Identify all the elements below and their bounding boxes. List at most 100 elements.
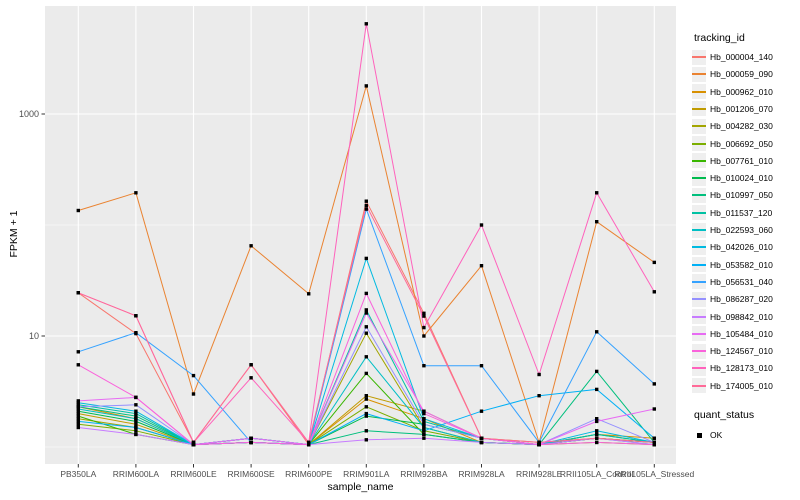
- data-point: [76, 401, 80, 405]
- data-point: [422, 425, 426, 430]
- legend-item-label: Hb_042026_010: [710, 242, 773, 253]
- legend-item: Hb_022593_060: [692, 222, 773, 238]
- data-point: [364, 311, 368, 315]
- data-point: [595, 440, 599, 445]
- legend-item: Hb_001206_070: [692, 101, 773, 117]
- data-point: [595, 387, 599, 392]
- x-tick-label: RRIM928LA: [458, 469, 505, 479]
- y-tick-label: 1000: [19, 109, 39, 119]
- legend-key-point-icon: [692, 428, 706, 443]
- legend-item-label: Hb_086287_020: [710, 294, 773, 305]
- legend-item-quant-status-ok: OK: [692, 427, 722, 443]
- legend-key-line-icon: [692, 187, 706, 203]
- data-point: [595, 191, 599, 195]
- data-point: [537, 440, 541, 445]
- legend-item: Hb_053582_010: [692, 257, 773, 273]
- legend-key-line-icon: [692, 66, 706, 82]
- data-point: [595, 369, 599, 374]
- legend-title-quant-status: quant_status: [694, 409, 755, 421]
- data-point: [652, 290, 656, 294]
- legend-title-tracking-id: tracking_id: [694, 32, 745, 44]
- data-point: [537, 394, 541, 398]
- data-point: [422, 314, 426, 318]
- data-point: [364, 397, 368, 401]
- data-point: [249, 244, 253, 248]
- data-point: [595, 417, 599, 421]
- data-point: [191, 440, 196, 445]
- data-point: [364, 331, 368, 335]
- data-point: [307, 442, 311, 447]
- legend-item-label: Hb_000059_090: [710, 69, 773, 80]
- data-point: [652, 440, 656, 445]
- data-point: [479, 409, 484, 413]
- data-point: [76, 405, 80, 409]
- data-point: [364, 405, 368, 409]
- data-point: [76, 409, 80, 413]
- legend-item: Hb_000004_140: [692, 49, 773, 65]
- legend-item: Hb_128173_010: [692, 360, 773, 376]
- data-point: [422, 325, 426, 330]
- legend-item-label: Hb_011537_120: [710, 207, 773, 218]
- data-point: [422, 411, 426, 416]
- data-point: [422, 419, 426, 424]
- data-point: [364, 256, 368, 261]
- data-point: [479, 264, 484, 268]
- data-point: [364, 84, 368, 88]
- legend-item-label: Hb_001206_070: [710, 103, 773, 114]
- legend-item: Hb_010024_010: [692, 170, 773, 186]
- data-point: [191, 373, 196, 378]
- x-tick-label: RRIM901LA: [343, 469, 390, 479]
- legend-item: Hb_098842_010: [692, 309, 773, 325]
- data-point: [76, 403, 80, 407]
- data-point: [422, 422, 426, 426]
- data-point: [364, 429, 368, 433]
- data-point: [652, 436, 656, 440]
- legend-key-line-icon: [692, 257, 706, 273]
- x-tick-label: RRIM600LA: [113, 469, 160, 479]
- legend-key-line-icon: [692, 136, 706, 151]
- legend-item: Hb_056531_040: [692, 274, 773, 290]
- data-point: [134, 432, 138, 437]
- legend-item-label: Hb_010024_010: [710, 173, 773, 184]
- legend-key-line-icon: [692, 222, 706, 238]
- legend-item: Hb_124567_010: [692, 343, 773, 359]
- data-point: [364, 22, 368, 26]
- legend-status-label: OK: [710, 430, 723, 440]
- data-point: [422, 334, 426, 338]
- x-tick-label: RRII105LA_Stressed: [614, 469, 694, 479]
- data-point: [76, 411, 80, 416]
- data-point: [422, 432, 426, 437]
- data-point: [134, 331, 138, 335]
- legend-key-line-icon: [692, 360, 706, 376]
- data-point: [422, 311, 426, 315]
- legend-item: Hb_042026_010: [692, 239, 773, 255]
- data-point: [537, 372, 541, 377]
- legend-item: Hb_105484_010: [692, 326, 773, 342]
- data-point: [76, 414, 80, 418]
- legend-item-label: Hb_128173_010: [710, 363, 773, 374]
- legend-key-line-icon: [692, 274, 706, 290]
- data-point: [307, 292, 311, 296]
- legend-item-label: Hb_000004_140: [710, 52, 773, 62]
- data-point: [364, 355, 368, 359]
- data-point: [364, 308, 368, 312]
- legend-key-line-icon: [692, 49, 706, 65]
- data-point: [76, 399, 80, 403]
- x-tick-label: RRIM928LE: [516, 469, 563, 479]
- data-point: [364, 371, 368, 376]
- data-point: [364, 207, 368, 211]
- data-point: [134, 419, 138, 424]
- data-point: [422, 436, 426, 440]
- data-point: [134, 409, 138, 413]
- legend-key-line-icon: [692, 118, 706, 134]
- data-point: [595, 330, 599, 334]
- data-point: [191, 442, 196, 447]
- data-point: [479, 440, 484, 445]
- x-tick-label: RRIM600LE: [170, 469, 217, 479]
- data-point: [134, 422, 138, 426]
- data-point: [652, 260, 656, 265]
- data-point: [595, 432, 599, 437]
- y-tick-label: 10: [29, 331, 39, 341]
- data-point: [364, 325, 368, 329]
